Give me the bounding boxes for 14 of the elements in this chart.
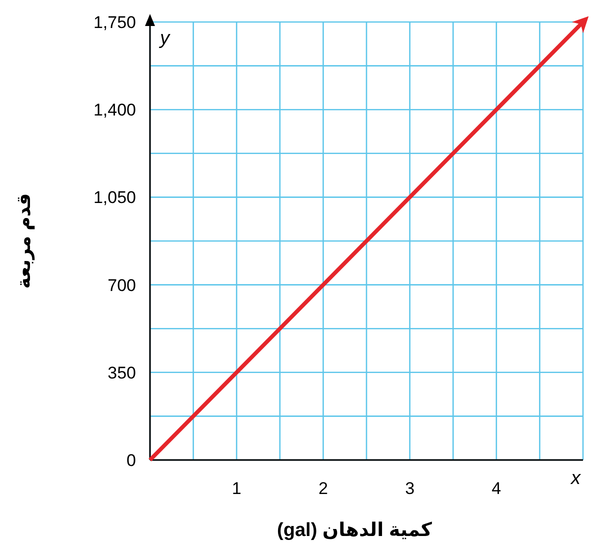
- y-tick-label: 700: [108, 276, 136, 295]
- y-tick-label: 350: [108, 363, 136, 382]
- y-tick-label: 1,750: [93, 13, 136, 32]
- y-tick-label: 1,050: [93, 188, 136, 208]
- x-tick-label: 2: [318, 479, 328, 498]
- x-tick-label: 4: [492, 479, 502, 498]
- x-tick-label: 3: [405, 479, 415, 498]
- y-axis-title: قدم مربعة: [14, 193, 35, 289]
- x-tick-label: 1: [232, 479, 242, 498]
- text: x: [570, 468, 582, 489]
- y-tick-label: 1,400: [93, 100, 136, 120]
- y-tick-label: 0: [126, 451, 136, 470]
- annotation: y: [158, 28, 171, 49]
- x-axis-title: كمية الدهان (gal): [277, 520, 433, 541]
